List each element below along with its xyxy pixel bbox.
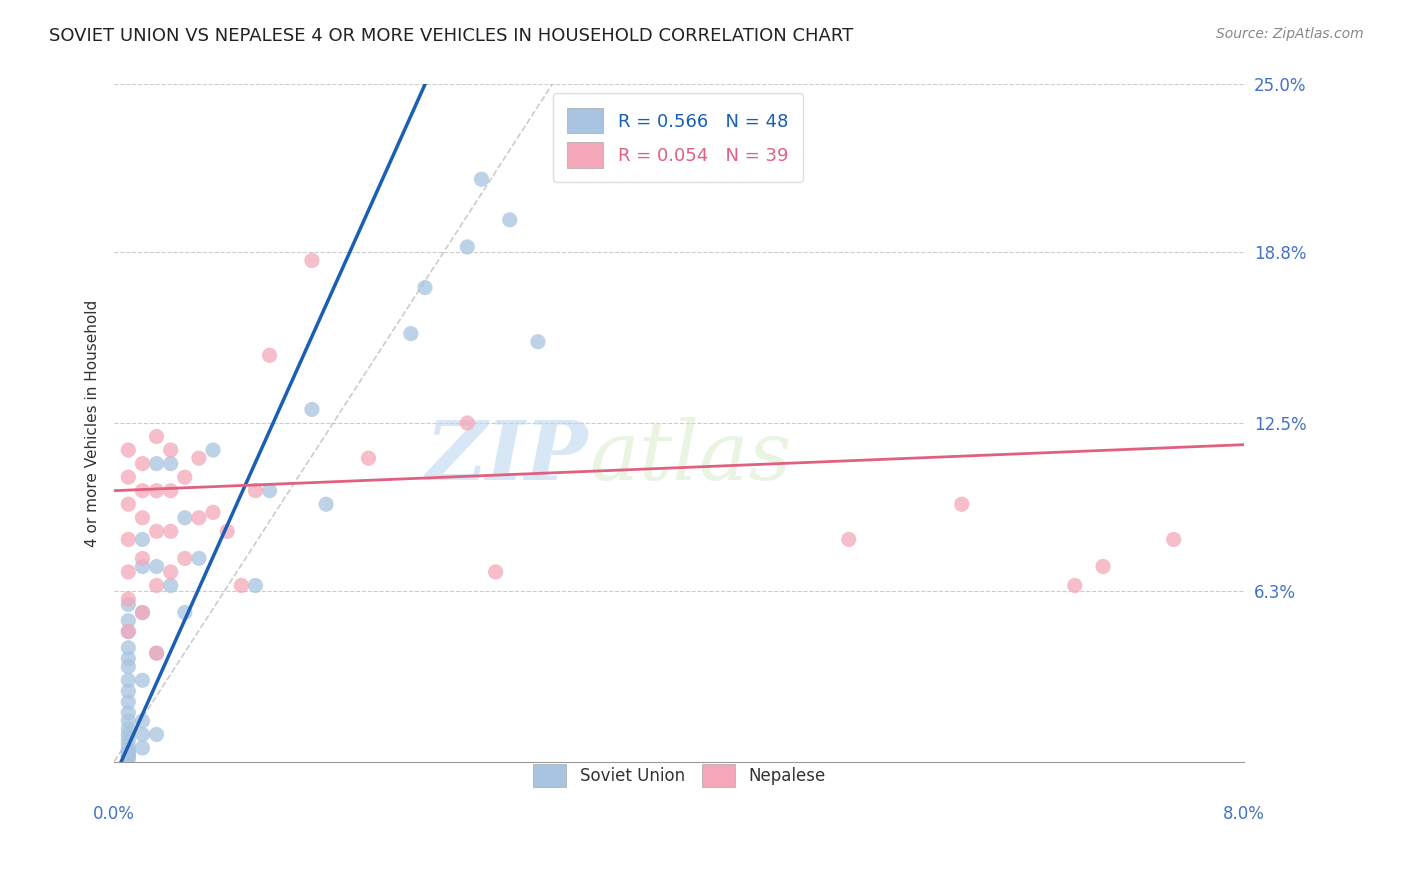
Point: [131, 727, 153, 741]
Point: [245, 483, 267, 498]
Point: [187, 510, 209, 524]
Point: [838, 533, 860, 547]
Point: [145, 727, 167, 741]
Point: [173, 606, 195, 620]
Point: [413, 280, 436, 294]
Point: [1092, 559, 1115, 574]
Point: [117, 739, 139, 753]
Point: [527, 334, 550, 349]
Point: [357, 451, 380, 466]
Point: [217, 524, 239, 539]
Point: [315, 497, 337, 511]
Point: [131, 559, 153, 574]
Point: [301, 253, 323, 268]
Point: [117, 744, 139, 758]
Point: [145, 524, 167, 539]
Point: [456, 240, 478, 254]
Point: [117, 695, 139, 709]
Point: [117, 598, 139, 612]
Point: [173, 510, 195, 524]
Point: [259, 483, 281, 498]
Point: [456, 416, 478, 430]
Point: [117, 614, 139, 628]
Point: [202, 505, 225, 519]
Point: [131, 551, 153, 566]
Y-axis label: 4 or more Vehicles in Household: 4 or more Vehicles in Household: [86, 300, 100, 547]
Point: [145, 429, 167, 443]
Point: [187, 451, 209, 466]
Text: SOVIET UNION VS NEPALESE 4 OR MORE VEHICLES IN HOUSEHOLD CORRELATION CHART: SOVIET UNION VS NEPALESE 4 OR MORE VEHIC…: [49, 27, 853, 45]
Point: [187, 551, 209, 566]
Point: [117, 659, 139, 673]
Point: [159, 565, 181, 579]
Point: [131, 673, 153, 688]
Text: atlas: atlas: [589, 417, 792, 497]
Point: [145, 457, 167, 471]
Point: [1063, 578, 1085, 592]
Point: [131, 741, 153, 756]
Point: [145, 646, 167, 660]
Point: [117, 592, 139, 607]
Point: [159, 457, 181, 471]
Point: [117, 749, 139, 764]
Point: [173, 551, 195, 566]
Point: [202, 443, 225, 458]
Point: [117, 470, 139, 484]
Point: [117, 727, 139, 741]
Point: [131, 714, 153, 728]
Point: [259, 348, 281, 362]
Point: [950, 497, 973, 511]
Point: [484, 565, 506, 579]
Point: [145, 578, 167, 592]
Point: [131, 483, 153, 498]
Text: Source: ZipAtlas.com: Source: ZipAtlas.com: [1216, 27, 1364, 41]
Point: [399, 326, 422, 341]
Point: [117, 744, 139, 758]
Point: [117, 747, 139, 761]
Point: [470, 172, 492, 186]
Point: [117, 497, 139, 511]
Text: 8.0%: 8.0%: [1223, 805, 1265, 822]
Point: [117, 640, 139, 655]
Point: [117, 706, 139, 720]
Point: [131, 533, 153, 547]
Point: [131, 606, 153, 620]
Point: [145, 483, 167, 498]
Point: [301, 402, 323, 417]
Point: [117, 752, 139, 766]
Point: [131, 606, 153, 620]
Point: [145, 559, 167, 574]
Point: [159, 578, 181, 592]
Point: [1163, 533, 1185, 547]
Point: [117, 673, 139, 688]
Point: [117, 624, 139, 639]
Point: [131, 457, 153, 471]
Legend: Soviet Union, Nepalese: Soviet Union, Nepalese: [520, 750, 839, 801]
Point: [245, 578, 267, 592]
Point: [117, 443, 139, 458]
Point: [117, 684, 139, 698]
Point: [159, 483, 181, 498]
Point: [231, 578, 253, 592]
Text: 0.0%: 0.0%: [93, 805, 135, 822]
Point: [173, 470, 195, 484]
Point: [117, 732, 139, 747]
Point: [117, 714, 139, 728]
Point: [117, 565, 139, 579]
Point: [499, 212, 522, 227]
Text: ZIP: ZIP: [426, 417, 589, 497]
Point: [145, 646, 167, 660]
Point: [117, 749, 139, 764]
Point: [159, 443, 181, 458]
Point: [117, 722, 139, 736]
Point: [117, 624, 139, 639]
Point: [159, 524, 181, 539]
Point: [117, 651, 139, 665]
Point: [117, 533, 139, 547]
Point: [131, 510, 153, 524]
